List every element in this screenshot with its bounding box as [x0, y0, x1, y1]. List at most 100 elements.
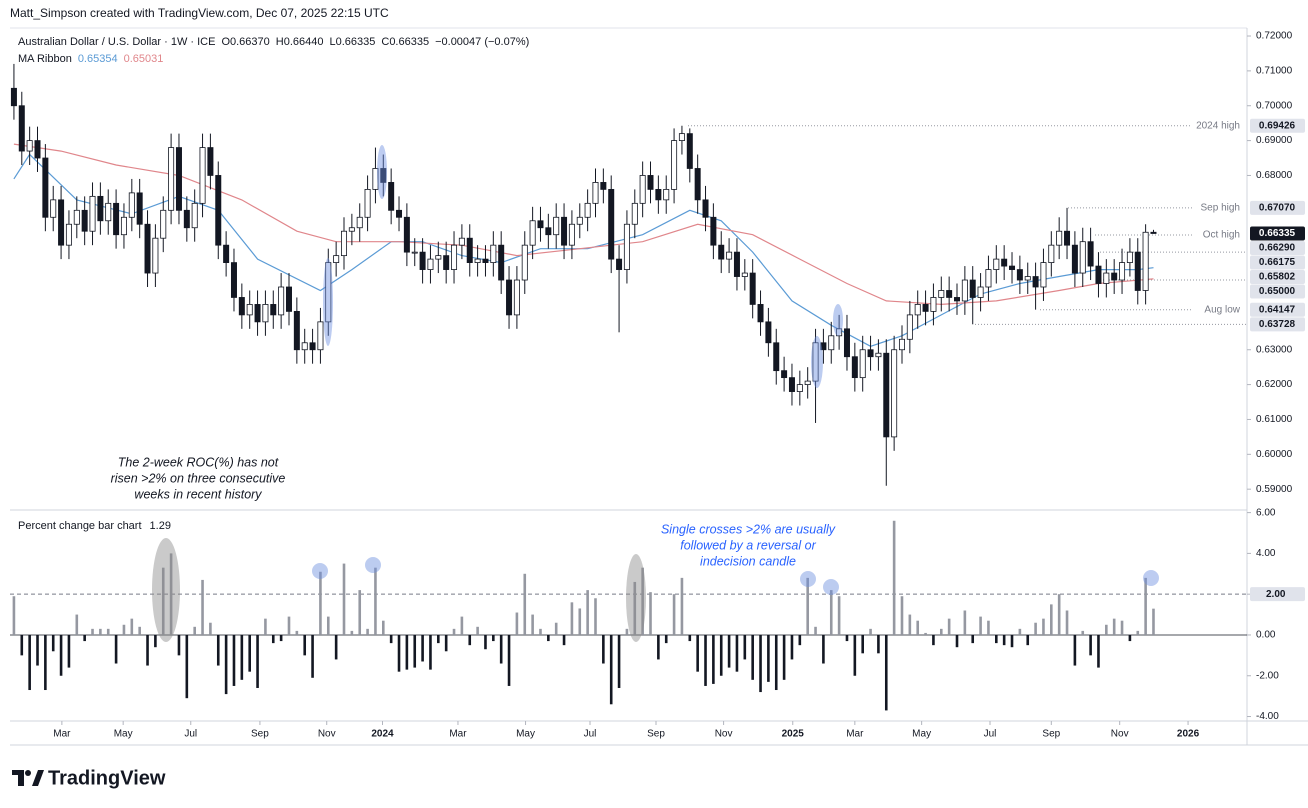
- bar: [326, 616, 330, 635]
- candle-body: [663, 188, 670, 201]
- y-tick-label: 2.00: [1266, 589, 1286, 600]
- candle-body: [851, 356, 858, 379]
- candle-body: [843, 328, 850, 358]
- candle-body: [81, 209, 88, 232]
- x-tick-label: Mar: [846, 729, 864, 740]
- bar: [366, 628, 369, 635]
- candle-body: [694, 168, 701, 201]
- candle-body: [223, 244, 230, 263]
- bar: [429, 634, 432, 670]
- bar: [295, 630, 299, 635]
- price-label: 0.65000: [1259, 286, 1296, 297]
- bar: [892, 520, 896, 635]
- price-label: 0.66290: [1259, 243, 1296, 254]
- bar: [1120, 620, 1124, 635]
- bar: [1097, 634, 1100, 668]
- candle-body: [230, 262, 237, 298]
- candle-body: [1079, 241, 1086, 274]
- bar: [649, 592, 652, 635]
- level-note: Aug low: [1204, 304, 1240, 315]
- candle-body: [521, 244, 528, 281]
- bar: [1065, 610, 1069, 635]
- candle-body: [50, 199, 57, 218]
- bar: [625, 628, 629, 635]
- candle-body: [238, 297, 245, 316]
- y-tick-label: 0.71000: [1256, 66, 1293, 77]
- candle-body: [985, 269, 992, 288]
- candle-body: [671, 140, 678, 190]
- candle-body: [26, 140, 33, 152]
- y-tick-label: 4.00: [1256, 548, 1276, 559]
- price-label-box: [1250, 255, 1305, 270]
- bar: [358, 590, 362, 635]
- candle-body: [537, 220, 544, 229]
- y-tick-label: 0.68000: [1256, 170, 1293, 181]
- bar: [444, 634, 448, 652]
- x-tick-label: Jul: [184, 729, 197, 740]
- y-tick-label: -4.00: [1256, 711, 1279, 722]
- bar: [947, 618, 951, 635]
- indicator-name: Percent change bar chart: [18, 520, 142, 532]
- price-label: 0.66175: [1259, 257, 1296, 268]
- bar: [20, 634, 24, 656]
- y-tick-label: 0.69000: [1256, 135, 1293, 146]
- highlight: [833, 304, 843, 336]
- candle-body: [576, 216, 583, 225]
- candle-body: [686, 133, 693, 169]
- candle-body: [765, 321, 772, 344]
- candle-body: [977, 286, 984, 298]
- bar: [963, 610, 967, 635]
- pane-title: Percent change bar chart 1.29: [18, 520, 171, 532]
- candle-body: [403, 216, 410, 253]
- bar: [138, 626, 141, 635]
- bar: [939, 628, 943, 635]
- bar: [672, 594, 676, 635]
- candle-body: [1064, 230, 1071, 246]
- candle-body: [1048, 244, 1055, 263]
- bar: [342, 563, 346, 635]
- x-tick-label: Jul: [984, 729, 997, 740]
- candle-body: [348, 227, 355, 232]
- candle-body: [65, 223, 72, 246]
- bar: [44, 634, 47, 691]
- bar: [389, 634, 393, 644]
- candle-body: [506, 279, 513, 316]
- x-tick-label: 2025: [782, 729, 805, 740]
- ohlc-value: L0.66335: [329, 36, 375, 48]
- bar: [798, 634, 802, 646]
- brand: TradingView: [48, 767, 166, 789]
- y-tick-label: 0.60000: [1256, 449, 1293, 460]
- bar: [421, 634, 424, 662]
- highlight: [626, 554, 646, 642]
- bar: [743, 634, 747, 660]
- candle-body: [183, 209, 190, 229]
- highlights: [152, 145, 1159, 642]
- annotation: indecision candle: [700, 554, 796, 568]
- legend-title: Australian Dollar / U.S. Dollar · 1W · I…: [18, 36, 529, 48]
- bar: [790, 634, 794, 660]
- candle-body: [435, 255, 442, 260]
- candle-body: [490, 244, 497, 263]
- bar: [814, 626, 817, 635]
- ma-title: MA Ribbon: [18, 53, 72, 65]
- bar: [99, 628, 102, 635]
- bar: [908, 614, 912, 635]
- bar: [884, 634, 888, 711]
- candle-body: [1071, 244, 1078, 274]
- bar: [193, 626, 196, 635]
- candle-body: [152, 237, 159, 274]
- price-label-box: [1250, 200, 1305, 215]
- y-tick-label: 0.70000: [1256, 100, 1293, 111]
- candle-body: [419, 251, 426, 270]
- bar: [122, 624, 126, 635]
- bar: [979, 616, 982, 635]
- bar: [1105, 624, 1108, 635]
- bar: [617, 634, 621, 688]
- bar: [114, 634, 118, 664]
- bar: [264, 618, 267, 635]
- bar: [146, 634, 149, 666]
- bar: [161, 567, 165, 635]
- bar: [154, 634, 157, 648]
- candle-body: [1126, 251, 1133, 263]
